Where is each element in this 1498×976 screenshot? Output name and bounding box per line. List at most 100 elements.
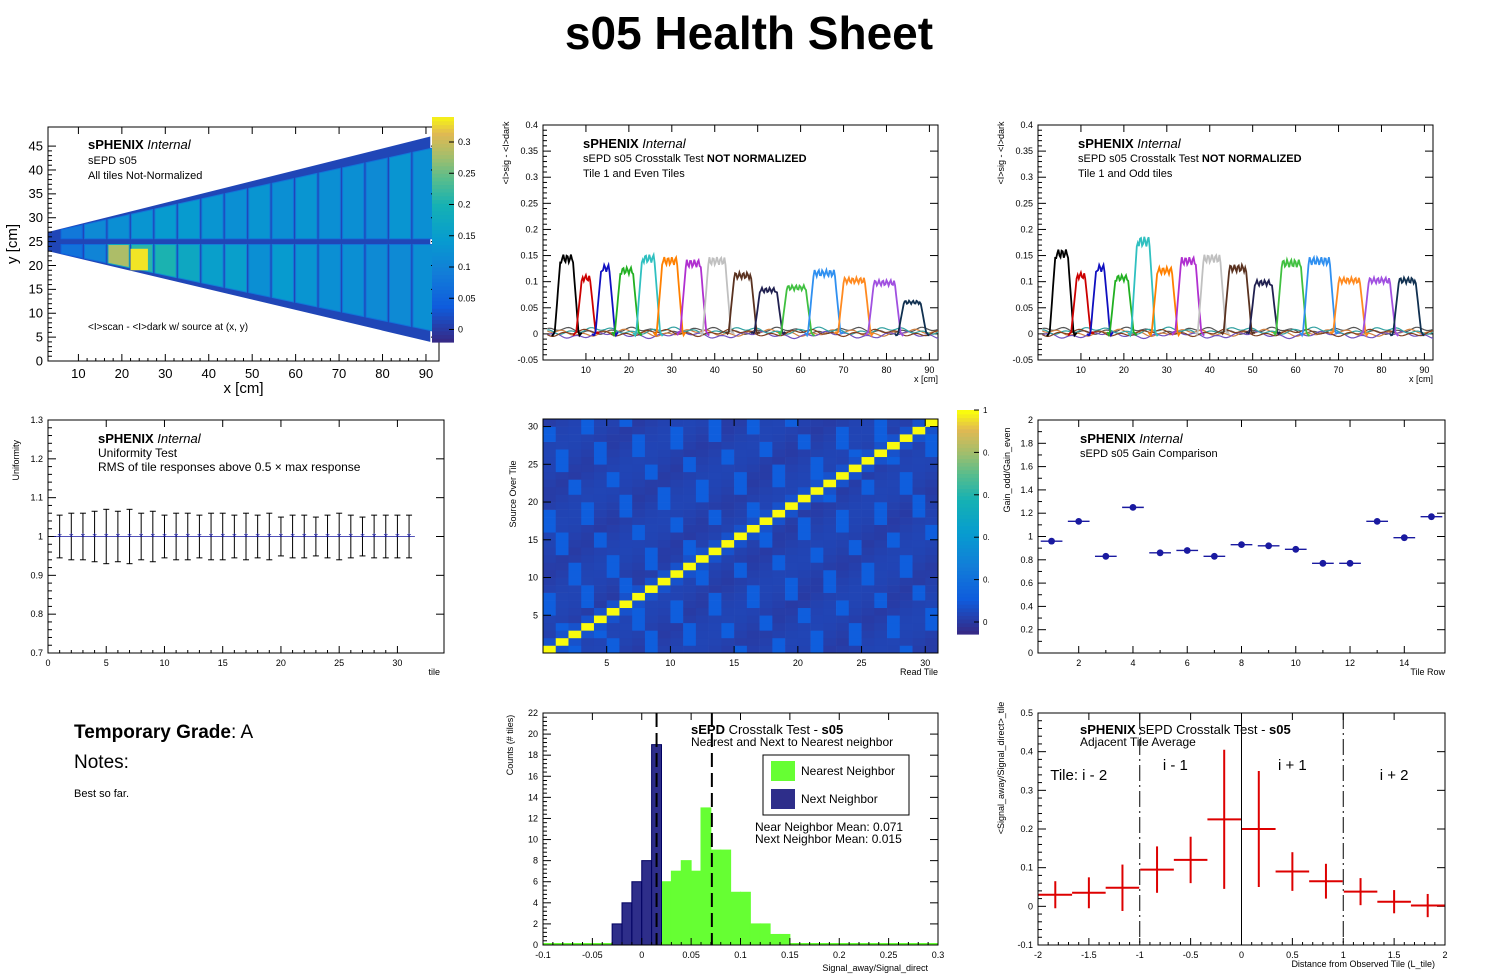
matrix-cell [721,585,735,593]
colorbar-cell [957,484,979,489]
matrix-cell [606,562,620,571]
matrix-cell [644,471,658,480]
y-tick-label: 22 [528,708,538,718]
matrix-cell [810,630,824,639]
matrix-cell [657,577,671,586]
matrix-cell [581,577,595,586]
y-tick-label: 0.15 [520,251,538,261]
matrix-cell [887,502,901,510]
matrix-cell [810,426,824,435]
matrix-cell [887,517,901,525]
nearest-bar [730,891,741,946]
matrix-cell [759,471,773,480]
tile-response-trace [1127,236,1159,338]
matrix-cell [925,532,939,541]
matrix-cell [772,449,786,458]
tile-upper [318,167,341,240]
matrix-cell [772,419,786,427]
matrix-cell [708,622,722,631]
y-tick-label: 20 [29,258,43,273]
brand-text: sPHENIX Internal [88,137,192,152]
matrix-cell [887,486,901,495]
data-point: * [58,532,63,544]
matrix-cell [810,509,824,518]
matrix-cell [632,630,646,639]
colorbar-tick-label: 0.15 [458,231,476,241]
matrix-cell [797,524,811,533]
matrix-cell [848,562,862,571]
matrix-cell [683,419,697,427]
matrix-cell [670,645,684,654]
matrix-cell [619,464,633,473]
matrix-cell [848,585,862,593]
matrix-cell [632,426,646,435]
matrix-cell [887,464,901,473]
matrix-cell [836,434,850,442]
matrix-cell [772,554,786,563]
matrix-cell [874,426,888,435]
matrix-cell [568,577,582,586]
matrix-cell [734,426,748,435]
x-tick-label: 0.2 [833,950,846,960]
matrix-cell [734,471,748,480]
colorbar-cell [957,570,979,575]
tile-response-trace [611,264,643,338]
data-point: * [127,532,132,544]
matrix-cell [925,637,939,646]
matrix-cell [619,615,633,624]
y-tick-label: 25 [528,459,538,469]
matrix-cell [912,577,926,586]
matrix-cell [823,532,837,541]
matrix-cell [734,607,748,616]
label-line-1: Uniformity Test [98,446,178,460]
matrix-cell [644,630,658,639]
chart-title: sPHENIX sEPD Crosstalk Test - s05 [1080,722,1291,737]
matrix-cell [606,532,620,541]
title-rest: Crosstalk Test - [729,722,822,737]
matrix-cell [657,419,671,427]
brand-text: sPHENIX Internal [1080,431,1184,446]
y-tick-label: 1.2 [30,454,43,464]
matrix-cell [695,600,709,609]
matrix-cell [797,554,811,563]
matrix-cell [734,441,748,450]
matrix-cell [555,607,569,616]
matrix-cell [874,615,888,624]
matrix-cell [887,585,901,593]
matrix-cell [581,554,595,563]
matrix-cell [644,539,658,548]
matrix-cell [721,577,735,586]
label-line-2: Tile 1 and Odd tiles [1078,168,1173,180]
matrix-cell [657,426,671,435]
matrix-cell [861,600,875,609]
matrix-cell [683,456,697,465]
matrix-cell [695,456,709,465]
matrix-cell [785,607,799,616]
matrix-cell [644,645,658,654]
brand-text: sPHENIX Internal [98,431,202,446]
data-point: * [104,532,109,544]
notes-text: Best so far. [74,788,130,800]
matrix-cell [746,502,760,510]
matrix-cell [734,486,748,495]
colorbar-cell [432,218,454,223]
data-point [1075,517,1083,525]
matrix-cell [759,554,773,563]
brand-internal: Internal [1139,431,1183,446]
matrix-cell [670,637,684,646]
matrix-cell [823,517,837,525]
matrix-cell [823,441,837,450]
grade-label: Temporary Grade [74,722,231,743]
matrix-cell [543,554,557,563]
x-tick-label: 1.5 [1388,950,1401,960]
matrix-cell [848,592,862,601]
tile-response-trace [1273,256,1311,337]
y-tick-label: 0.4 [1020,747,1033,757]
matrix-cell [912,479,926,488]
matrix-cell [861,426,875,435]
matrix-cell [899,562,913,571]
colorbar-cell [432,252,454,257]
colorbar-cell [432,285,454,291]
matrix-cell [734,502,748,510]
matrix-cell [772,471,786,480]
